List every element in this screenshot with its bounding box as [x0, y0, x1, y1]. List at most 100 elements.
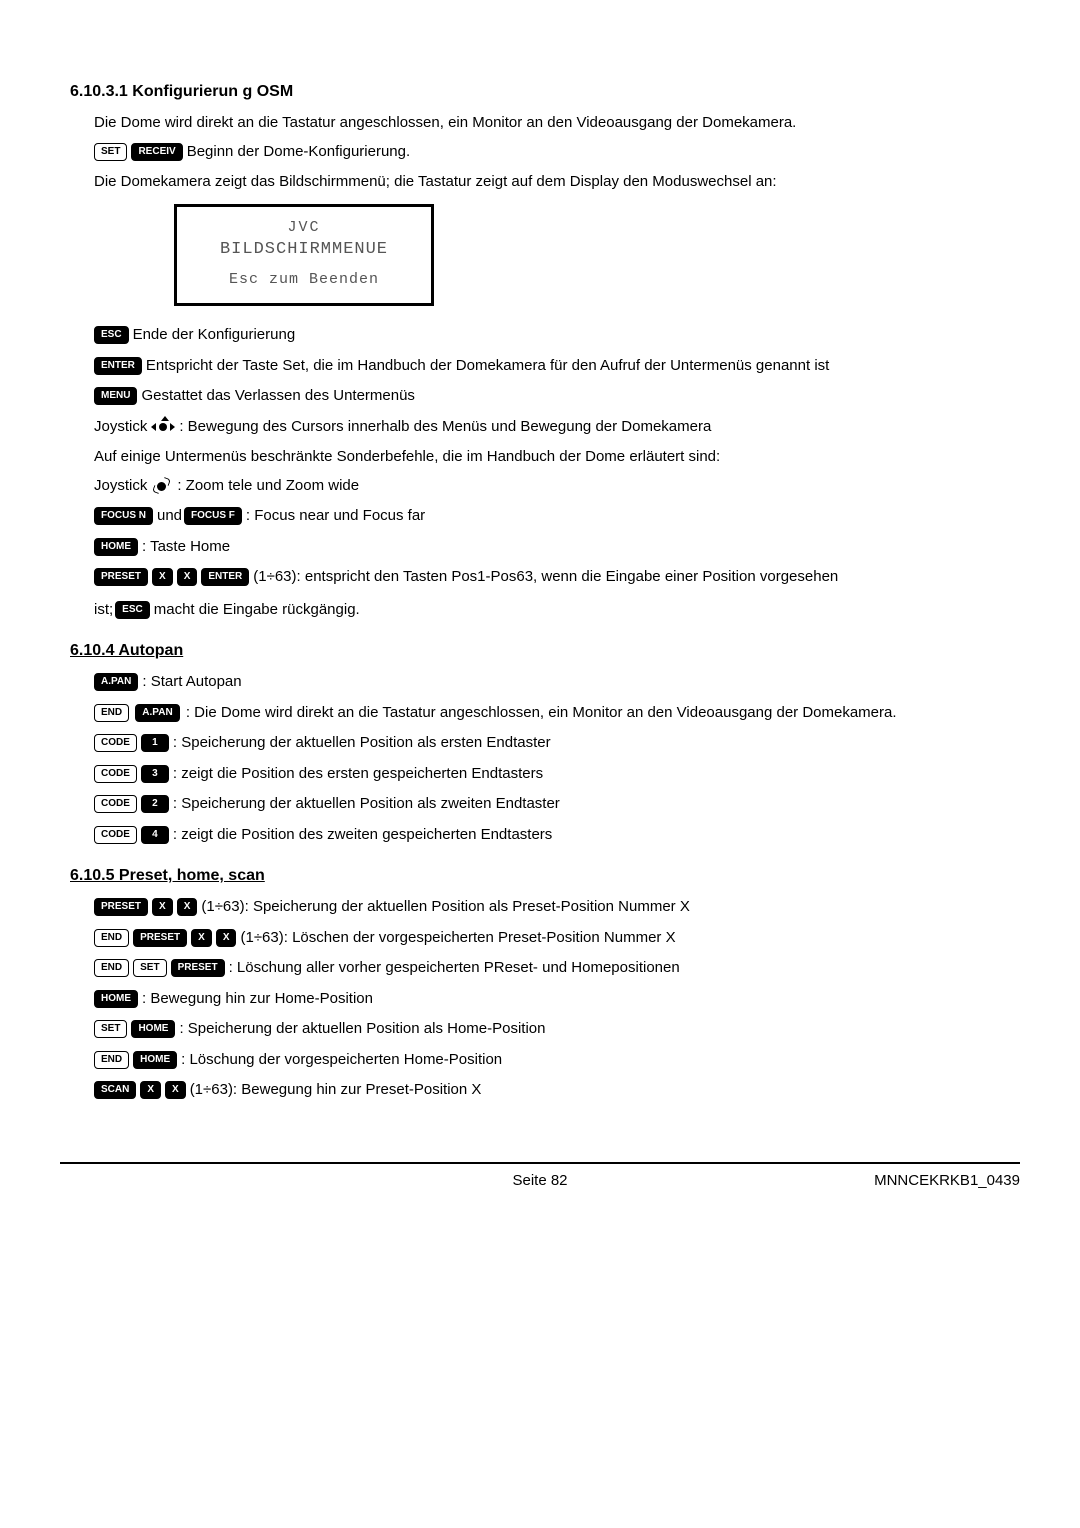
text: macht die Eingabe rückgängig. [154, 599, 360, 622]
s3-l6: END HOME : Löschung der vorgespeicherten… [94, 1049, 1010, 1072]
line-focus: FOCUS N und FOCUS F : Focus near und Foc… [94, 505, 1010, 528]
text-pre: Joystick [94, 475, 147, 498]
text: : Speicherung der aktuellen Position als… [173, 793, 560, 816]
text: : Die Dome wird direkt an die Tastatur a… [186, 704, 897, 721]
line-preset2: ist; ESC macht die Eingabe rückgängig. [94, 599, 1010, 622]
key-enter: ENTER [201, 568, 249, 586]
s3-l1: PRESET X X (1÷63): Speicherung der aktue… [94, 896, 1010, 919]
line-enter: ENTER Entspricht der Taste Set, die im H… [94, 355, 1010, 378]
joystick-rotate-icon [151, 479, 173, 493]
key-x: X [191, 929, 212, 947]
key-4: 4 [141, 826, 169, 844]
key-set: SET [94, 143, 127, 161]
text: : zeigt die Position des zweiten gespeic… [173, 824, 552, 847]
key-code: CODE [94, 765, 137, 783]
key-menu: MENU [94, 387, 137, 405]
text: : Bewegung hin zur Home-Position [142, 988, 373, 1011]
key-code: CODE [94, 795, 137, 813]
key-focus-n: FOCUS N [94, 507, 153, 525]
line-code4: CODE 4 : zeigt die Position des zweiten … [94, 824, 1010, 847]
key-end: END [94, 959, 129, 977]
section1-intro: Die Dome wird direkt an die Tastatur ang… [94, 112, 1010, 135]
key-end: END [94, 704, 129, 722]
doc-id: MNNCEKRKB1_0439 [874, 1170, 1020, 1193]
key-esc: ESC [94, 326, 129, 344]
s3-l4: HOME : Bewegung hin zur Home-Position [94, 988, 1010, 1011]
text: : Focus near und Focus far [246, 505, 425, 528]
key-2: 2 [141, 795, 169, 813]
key-x: X [216, 929, 237, 947]
line-set-receiv: SET RECEIV Beginn der Dome-Konfigurierun… [94, 141, 1010, 164]
text: Beginn der Dome-Konfigurierung. [187, 141, 410, 164]
text: (1÷63): Bewegung hin zur Preset-Position… [190, 1079, 482, 1102]
key-1: 1 [141, 734, 169, 752]
s3-l2: END PRESET X X (1÷63): Löschen der vorge… [94, 927, 1010, 950]
line-end-apan: END A.PAN : Die Dome wird direkt an die … [94, 702, 1010, 725]
key-end: END [94, 929, 129, 947]
text: (1÷63): Speicherung der aktuellen Positi… [201, 896, 689, 919]
document-content: 6.10.3.1 Konfigurierun g OSM Die Dome wi… [60, 80, 1020, 1102]
line-joystick2: Joystick : Zoom tele und Zoom wide [94, 475, 1010, 498]
line-code2: CODE 2 : Speicherung der aktuellen Posit… [94, 793, 1010, 816]
key-x2: X [177, 568, 198, 586]
page-number: Seite 82 [512, 1170, 567, 1193]
line-code3: CODE 3 : zeigt die Position des ersten g… [94, 763, 1010, 786]
lcd-line2: BILDSCHIRMMENUE [185, 237, 423, 263]
text: : Speicherung der aktuellen Position als… [179, 1018, 545, 1041]
key-home: HOME [94, 990, 138, 1008]
text-ist: ist; [94, 599, 113, 622]
key-enter: ENTER [94, 357, 142, 375]
key-home: HOME [131, 1020, 175, 1038]
text: Ende der Konfigurierung [133, 324, 296, 347]
s3-l7: SCAN X X (1÷63): Bewegung hin zur Preset… [94, 1079, 1010, 1102]
text: (1÷63): Löschen der vorgespeicherten Pre… [240, 927, 675, 950]
s3-l3: END SET PRESET : Löschung aller vorher g… [94, 957, 1010, 980]
text: : Taste Home [142, 536, 230, 559]
key-x: X [177, 898, 198, 916]
text: : Bewegung des Cursors innerhalb des Men… [179, 416, 711, 439]
text: (1÷63): entspricht den Tasten Pos1-Pos63… [253, 566, 838, 589]
line-apan: A.PAN : Start Autopan [94, 671, 1010, 694]
text: Entspricht der Taste Set, die im Handbuc… [146, 355, 829, 378]
line-code1: CODE 1 : Speicherung der aktuellen Posit… [94, 732, 1010, 755]
joy-sub: Auf einige Untermenüs beschränkte Sonder… [94, 446, 1010, 469]
text: : Speicherung der aktuellen Position als… [173, 732, 551, 755]
key-x: X [165, 1081, 186, 1099]
key-x: X [140, 1081, 161, 1099]
text: : Zoom tele und Zoom wide [177, 475, 359, 498]
text: : Löschung aller vorher gespeicherten PR… [229, 957, 680, 980]
key-code: CODE [94, 826, 137, 844]
text-und: und [157, 505, 182, 528]
key-preset: PRESET [94, 898, 148, 916]
key-x: X [152, 898, 173, 916]
section-2-title: 6.10.4 Autopan [70, 639, 1010, 663]
lcd-display: JVC BILDSCHIRMMENUE Esc zum Beenden [174, 204, 434, 307]
line-home: HOME : Taste Home [94, 536, 1010, 559]
key-preset: PRESET [133, 929, 187, 947]
section1-line3: Die Domekamera zeigt das Bildschirmmenü;… [94, 171, 1010, 194]
key-3: 3 [141, 765, 169, 783]
key-home: HOME [94, 538, 138, 556]
key-focus-f: FOCUS F [184, 507, 242, 525]
section-3-title: 6.10.5 Preset, home, scan [70, 864, 1010, 888]
key-preset: PRESET [94, 568, 148, 586]
section-1-title: 6.10.3.1 Konfigurierun g OSM [70, 80, 1010, 104]
key-apan: A.PAN [135, 704, 179, 722]
joystick-directional-icon [151, 419, 175, 435]
line-joystick1: Joystick : Bewegung des Cursors innerhal… [94, 416, 1010, 439]
s3-l5: SET HOME : Speicherung der aktuellen Pos… [94, 1018, 1010, 1041]
footer: Seite 82 MNNCEKRKB1_0439 [60, 1162, 1020, 1193]
key-set: SET [133, 959, 166, 977]
key-end: END [94, 1051, 129, 1069]
key-apan: A.PAN [94, 673, 138, 691]
key-receiv: RECEIV [131, 143, 182, 161]
lcd-line3: Esc zum Beenden [185, 269, 423, 292]
key-set: SET [94, 1020, 127, 1038]
lcd-line1: JVC [185, 217, 423, 240]
text: : Löschung der vorgespeicherten Home-Pos… [181, 1049, 502, 1072]
key-x1: X [152, 568, 173, 586]
key-esc: ESC [115, 601, 150, 619]
key-code: CODE [94, 734, 137, 752]
line-esc: ESC Ende der Konfigurierung [94, 324, 1010, 347]
line-menu: MENU Gestattet das Verlassen des Unterme… [94, 385, 1010, 408]
